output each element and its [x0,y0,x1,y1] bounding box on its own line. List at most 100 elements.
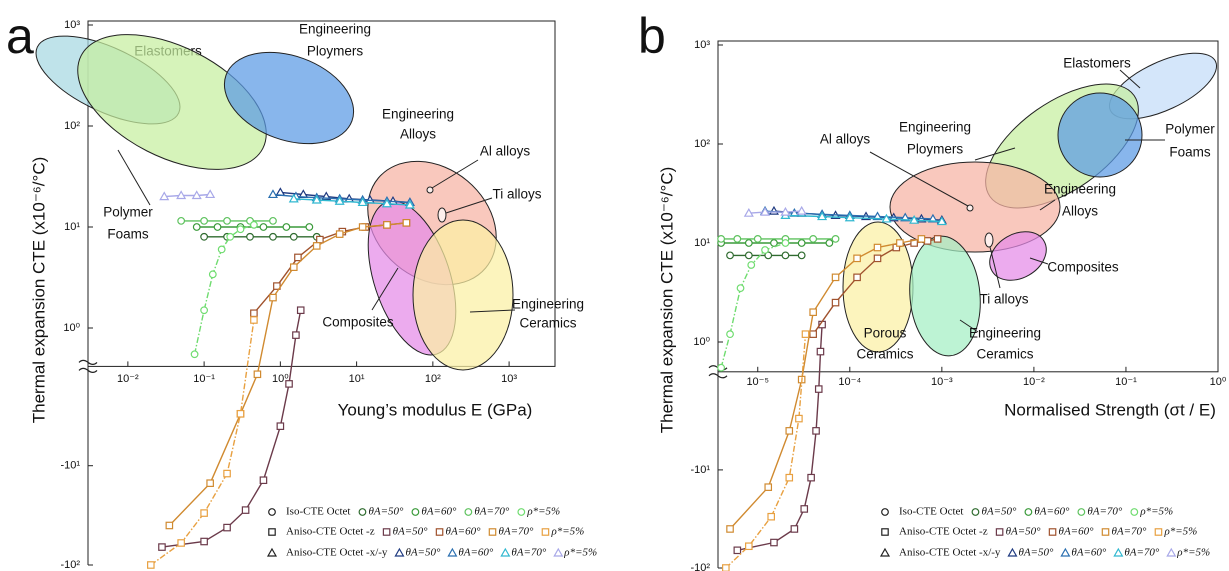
data-point [165,521,174,530]
data-point [785,473,794,482]
x-axis-label: Normalised Strength (σt / E) [1004,400,1216,419]
data-point [312,242,321,250]
region-label: Ti alloys [979,292,1028,307]
data-point [801,330,810,338]
data-point [285,380,293,388]
data-point [282,223,291,231]
data-point [909,214,920,224]
legend-marker [1060,547,1071,557]
legend-label: θA=50° [1018,547,1054,559]
data-point [873,254,882,263]
legend-label: ρ*=5% [1163,526,1197,538]
series [177,216,277,225]
data-point [733,546,742,555]
data-point [305,223,314,231]
data-point [812,427,820,435]
legend-marker [1154,528,1163,536]
legend-label: θA=60° [1059,526,1095,538]
plot-frame [717,40,1219,373]
data-point [797,239,806,247]
panel-letter: b [638,8,666,64]
legend-marker [411,508,420,516]
region [426,186,434,194]
region-label: Ceramics [519,316,576,331]
y-tick-label: 10² [694,138,710,150]
legend-label: θA=60° [446,526,482,538]
data-point [795,414,803,423]
legend-label: θA=70° [511,547,547,559]
region [989,231,1047,281]
data-point [402,219,411,227]
data-point [726,525,734,533]
data-point [147,561,155,569]
series [733,320,826,555]
series [780,210,947,226]
legend-label: ρ*=5% [1139,506,1173,518]
legend-label: θA=60° [458,547,494,559]
data-point [923,237,932,245]
legend-marker [500,547,511,557]
x-tick-label: 10⁻⁴ [838,376,861,388]
legend-label: ρ*=5% [526,506,560,518]
legend: Iso-CTE Octet θA=50° θA=60° θA=70° ρ*=5%Anis… [266,506,597,559]
y-tick-label: -10² [690,562,710,571]
legend-marker [1048,528,1057,536]
legend-label: θA=60° [1034,506,1070,518]
data-point [200,509,208,517]
data-point [800,505,809,513]
series-line [150,319,255,566]
data-point [267,189,279,199]
legend-marker [553,547,564,557]
series [726,251,806,260]
y-tick-label: 10⁰ [63,322,80,334]
data-point [223,469,231,478]
x-tick-label: 10⁻⁵ [746,376,769,388]
legend-label: θA=50° [1006,526,1042,538]
region-label: Engineering [1044,182,1116,197]
data-point [190,350,199,359]
data-point [936,216,947,226]
data-point [259,223,268,231]
x-tick-label: 10⁻³ [931,376,953,388]
legend-marker [435,528,444,536]
data-point [226,232,235,241]
data-point [733,235,742,243]
data-point [831,235,840,243]
series [288,193,415,209]
region-label: Foams [1169,145,1211,160]
data-point [289,232,298,241]
region-label: Foams [107,227,149,242]
series [717,235,840,243]
legend-marker [464,508,473,516]
data-point [900,212,911,222]
data-point [334,196,345,205]
region-label: Elastomers [1063,56,1131,71]
series [809,235,942,338]
legend-marker [1101,528,1110,536]
legend-label: θA=60° [1071,547,1107,559]
data-point [236,225,245,234]
data-point [205,189,216,199]
data-point [200,537,208,546]
legend-marker [881,528,889,536]
data-point [817,211,828,221]
y-tick-label: 10¹ [694,237,710,249]
region-label: Alloys [400,127,436,142]
region-label: Polymer [1165,122,1215,137]
region-label: Alloys [1062,204,1098,219]
data-point [213,223,222,231]
legend-label: θA=50° [981,506,1017,518]
legend-marker [488,528,497,536]
leader-line [445,197,493,214]
y-tick-label: 10² [64,120,80,132]
legend-group: Aniso-CTE Octet -x/-y [286,547,388,559]
legend-marker [1007,547,1018,557]
region-label: Ploymers [907,142,964,157]
y-tick-label: -10² [60,559,80,571]
data-point [743,207,754,217]
material-regions: ElastomersPolymerFoamsEngineeringPloymer… [35,22,584,371]
legend-marker [541,528,550,536]
data-point [335,230,344,238]
data-point [241,506,250,514]
data-point [796,205,807,215]
